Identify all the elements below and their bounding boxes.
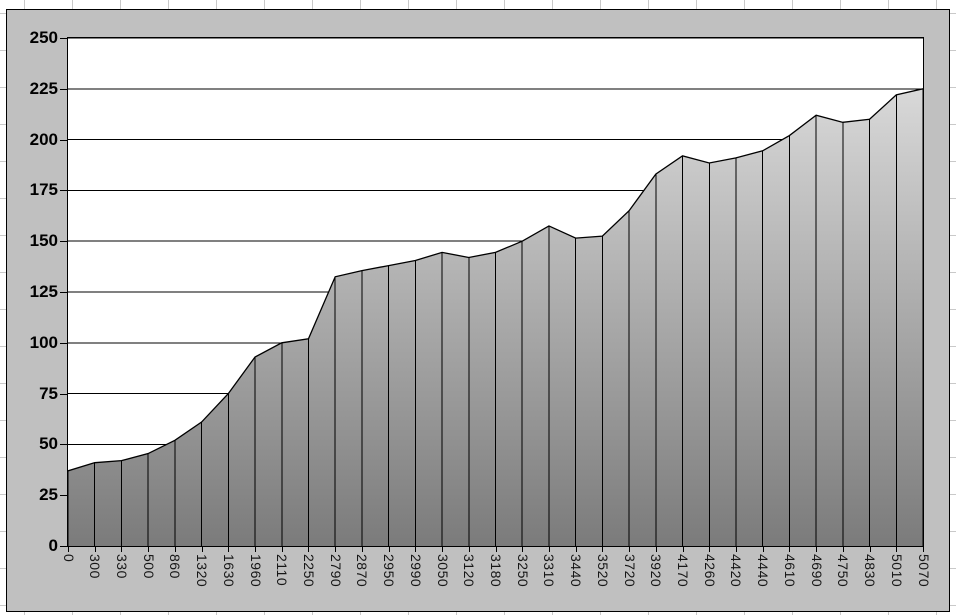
x-axis-label: 2990: [407, 554, 424, 588]
x-axis-label: 300: [87, 554, 104, 579]
x-axis-tick: [121, 547, 123, 552]
y-axis-label: 125: [29, 282, 58, 301]
y-axis-tick: [60, 190, 68, 192]
x-axis-tick: [816, 547, 818, 552]
x-axis-tick: [361, 547, 363, 552]
area-chart-svg: [68, 38, 923, 546]
x-axis-label: 3440: [568, 554, 585, 588]
x-axis-label: 3250: [514, 554, 531, 588]
x-axis-tick: [735, 547, 737, 552]
x-axis-tick: [468, 547, 470, 552]
x-axis-label: 860: [167, 554, 184, 579]
x-axis-tick: [148, 547, 150, 552]
x-axis-tick: [869, 547, 871, 552]
x-axis-tick: [201, 547, 203, 552]
x-axis-tick: [255, 547, 257, 552]
x-axis-label: 5010: [888, 554, 905, 588]
x-axis-tick: [281, 547, 283, 552]
y-axis-label: 250: [29, 28, 58, 47]
x-axis-label: 330: [113, 554, 130, 579]
x-axis-tick: [415, 547, 417, 552]
worksheet-gridlines-top: [0, 0, 956, 9]
x-axis-label: 1960: [247, 554, 264, 588]
x-axis-tick: [94, 547, 96, 552]
x-axis-label: 2790: [327, 554, 344, 588]
x-axis-tick: [709, 547, 711, 552]
y-axis-label: 25: [39, 485, 58, 505]
x-axis-label: 2950: [381, 554, 398, 588]
x-axis-label: 3050: [434, 554, 451, 588]
y-axis-label: 50: [39, 434, 58, 454]
x-axis-tick: [228, 547, 230, 552]
y-axis-tick: [60, 38, 68, 39]
x-axis-label: 4690: [808, 554, 825, 588]
x-axis-label: 4260: [701, 554, 718, 588]
x-axis-tick: [442, 547, 444, 552]
x-axis-label: 1320: [194, 554, 211, 588]
x-axis-tick: [308, 547, 310, 552]
x-axis-label: 4420: [728, 554, 745, 588]
x-axis-label: 3520: [594, 554, 611, 588]
y-axis-label: 0: [48, 536, 58, 555]
y-axis-tick: [60, 393, 68, 395]
x-axis-label: 4170: [675, 554, 692, 588]
x-axis-tick: [575, 547, 577, 552]
x-axis-label: 3920: [648, 554, 665, 588]
x-axis-tick: [388, 547, 390, 552]
x-axis-tick: [655, 547, 657, 552]
y-axis-tick: [60, 88, 68, 90]
y-axis-label: 225: [29, 78, 58, 98]
x-axis-label: 4830: [862, 554, 879, 588]
x-axis-tick: [602, 547, 604, 552]
y-axis-tick: [60, 546, 68, 547]
y-axis-label: 75: [39, 383, 58, 403]
x-axis-tick: [629, 547, 631, 552]
x-axis-label: 1630: [220, 554, 237, 588]
y-axis-tick: [60, 495, 68, 497]
x-axis-tick: [522, 547, 524, 552]
x-axis-label: 500: [140, 554, 157, 579]
y-axis-label: 200: [29, 129, 58, 149]
x-axis-label: 3120: [461, 554, 478, 588]
worksheet-gridlines-bottom: [0, 612, 956, 615]
x-axis-label: 2250: [300, 554, 317, 588]
y-axis-label: 150: [29, 231, 58, 251]
worksheet-gridlines-right: [950, 0, 956, 615]
x-axis-tick: [762, 547, 764, 552]
y-axis-tick: [60, 139, 68, 141]
chart-area[interactable]: 0 25 50 75 100 125 150 175 200 225 250 0 300 330 500 8…: [6, 9, 950, 612]
x-axis-tick: [896, 547, 898, 552]
x-axis-tick: [495, 547, 497, 552]
y-axis-tick: [60, 241, 68, 243]
x-axis-label: 2870: [354, 554, 371, 588]
plot-area[interactable]: [67, 37, 924, 547]
area-series-outline: [68, 88, 923, 472]
x-axis-tick: [335, 547, 337, 552]
x-axis-tick: [68, 547, 69, 552]
x-axis-label: 2110: [274, 554, 291, 587]
x-axis-label: 3180: [488, 554, 504, 588]
y-axis-tick: [60, 342, 68, 344]
y-axis-tick: [60, 444, 68, 446]
x-axis-label: 4610: [781, 554, 798, 588]
x-axis-label: 3310: [541, 554, 558, 588]
x-axis-tick: [789, 547, 791, 552]
x-axis-label: 4440: [755, 554, 772, 588]
x-axis-label: 5070: [915, 554, 932, 588]
worksheet-gridlines-left: [0, 0, 6, 615]
x-axis-label: 4750: [835, 554, 852, 588]
y-axis-label: 100: [29, 332, 58, 352]
x-axis-tick: [174, 547, 176, 552]
x-axis-tick: [923, 547, 924, 552]
x-axis-tick: [682, 547, 684, 552]
y-axis-label: 175: [29, 180, 58, 200]
x-axis-tick: [842, 547, 844, 552]
x-axis-label: 0: [60, 554, 77, 563]
x-axis-label: 3720: [621, 554, 638, 588]
x-axis-tick: [548, 547, 550, 552]
y-axis-tick: [60, 292, 68, 293]
